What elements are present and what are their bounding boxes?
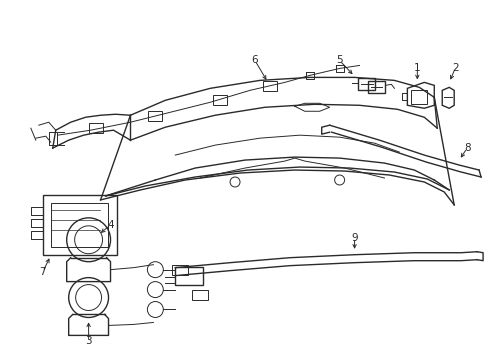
Text: 2: 2: [452, 63, 459, 73]
Bar: [358, 78, 375, 90]
Text: 3: 3: [85, 336, 92, 346]
Text: 9: 9: [351, 233, 358, 243]
Text: 1: 1: [414, 63, 420, 73]
Bar: [148, 111, 162, 121]
Bar: [89, 123, 102, 133]
Bar: [368, 81, 386, 93]
Bar: [172, 265, 188, 275]
Text: 7: 7: [40, 267, 46, 276]
Bar: [412, 90, 427, 104]
Bar: [213, 95, 227, 105]
Bar: [192, 289, 208, 300]
Bar: [263, 81, 277, 91]
Bar: [51, 203, 107, 247]
Bar: [43, 195, 118, 255]
Bar: [175, 267, 203, 285]
Text: 4: 4: [107, 220, 114, 230]
Text: 5: 5: [336, 55, 343, 66]
Text: 6: 6: [252, 55, 258, 66]
Text: 8: 8: [464, 143, 470, 153]
